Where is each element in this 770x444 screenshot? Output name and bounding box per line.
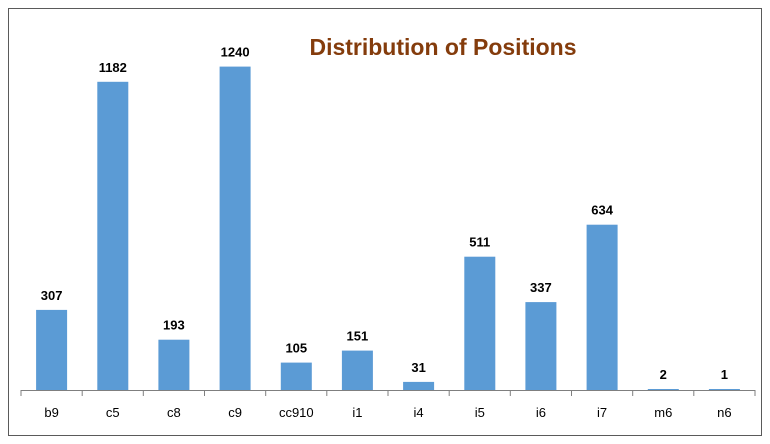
tick-label-c5: c5	[106, 405, 120, 420]
data-label-i6: 337	[530, 280, 552, 295]
tick-label-c9: c9	[228, 405, 242, 420]
data-label-i1: 151	[347, 329, 369, 344]
bar-c9	[219, 66, 251, 390]
bar-i7	[586, 224, 618, 390]
tick-label-i6: i6	[536, 405, 546, 420]
data-label-c5: 1182	[99, 60, 127, 75]
tick-label-n6: n6	[717, 405, 731, 420]
data-label-m6: 2	[660, 367, 667, 382]
tick-label-i4: i4	[414, 405, 424, 420]
bar-m6	[647, 389, 679, 390]
tick-label-i7: i7	[597, 405, 607, 420]
x-tick-labels-group: b9 c5 c8 c9 cc910 i1 i4 i5 i6 i7 m6 n6	[44, 405, 731, 420]
bar-i4	[403, 381, 435, 390]
x-axis	[20, 390, 756, 396]
data-label-b9: 307	[41, 288, 63, 303]
bar-i1	[341, 350, 373, 390]
bar-b9	[36, 309, 68, 390]
tick-label-cc910: cc910	[279, 405, 314, 420]
tick-label-b9: b9	[44, 405, 58, 420]
chart-title: Distribution of Positions	[309, 34, 576, 60]
data-labels-group: 307 1182 193 1240 105 151 31 511 337 634 2 1	[41, 45, 728, 382]
data-label-i7: 634	[591, 203, 613, 218]
bars-group	[36, 66, 740, 391]
bar-c8	[158, 339, 190, 390]
data-label-i4: 31	[411, 360, 425, 375]
tick-label-m6: m6	[654, 405, 672, 420]
tick-label-c8: c8	[167, 405, 181, 420]
bar-chart: Distribution of Positions 307 1182 193 1240…	[20, 34, 756, 420]
tick-label-i1: i1	[352, 405, 362, 420]
bar-i5	[464, 256, 496, 390]
tick-label-i5: i5	[475, 405, 485, 420]
chart-frame: Distribution of Positions 307 1182 193 1240…	[8, 8, 762, 436]
bar-i6	[525, 302, 557, 390]
data-label-i5: 511	[469, 235, 490, 250]
data-label-c8: 193	[163, 318, 185, 333]
data-label-cc910: 105	[285, 341, 307, 356]
data-label-n6: 1	[721, 367, 728, 382]
bar-c5	[97, 81, 129, 391]
bar-cc910	[280, 362, 312, 390]
data-label-c9: 1240	[221, 45, 250, 60]
bar-n6	[708, 389, 740, 390]
